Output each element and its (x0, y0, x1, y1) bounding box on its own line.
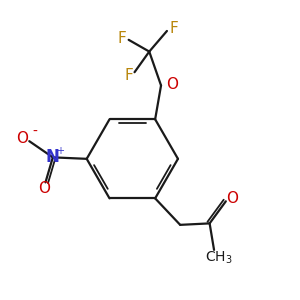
Text: CH$_3$: CH$_3$ (205, 250, 232, 266)
Text: O: O (166, 77, 178, 92)
Text: F: F (118, 31, 127, 46)
Text: O: O (226, 191, 238, 206)
Text: -: - (32, 125, 37, 139)
Text: O: O (38, 182, 50, 196)
Text: F: F (125, 68, 134, 83)
Text: O: O (16, 131, 28, 146)
Text: +: + (56, 146, 64, 156)
Text: N: N (46, 148, 60, 166)
Text: F: F (169, 21, 178, 36)
